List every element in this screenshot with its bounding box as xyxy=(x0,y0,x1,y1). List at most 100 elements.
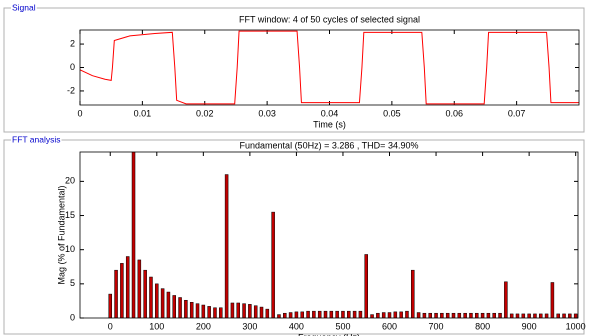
bar xyxy=(399,311,403,318)
bar xyxy=(568,313,572,318)
bar xyxy=(486,312,491,318)
y-tick-label: 5 xyxy=(70,278,75,288)
panel-label: FFT analysis xyxy=(12,134,61,144)
bar xyxy=(213,307,217,318)
bar xyxy=(556,313,560,318)
x-tick-label: 0.03 xyxy=(258,108,276,118)
bar xyxy=(515,313,520,318)
fft-panel xyxy=(3,139,585,335)
bar xyxy=(207,306,211,318)
y-tick-label: 10 xyxy=(65,244,75,254)
bar xyxy=(539,313,543,318)
bar xyxy=(317,310,322,318)
x-tick-label: 600 xyxy=(382,321,397,331)
bar xyxy=(573,313,578,318)
x-tick-label: 900 xyxy=(522,321,537,331)
plot-area xyxy=(80,30,579,105)
bar xyxy=(475,312,479,318)
axes-frame xyxy=(79,151,579,319)
bar xyxy=(498,312,502,318)
signal-line xyxy=(80,30,579,105)
bar xyxy=(300,311,304,318)
bar xyxy=(294,311,299,318)
bar xyxy=(445,312,450,318)
bar xyxy=(492,312,496,318)
bar xyxy=(178,297,182,318)
y-tick-label: 20 xyxy=(65,176,75,186)
bar xyxy=(387,312,392,318)
bar xyxy=(341,310,345,318)
bar xyxy=(434,312,438,318)
x-tick-label: 700 xyxy=(429,321,444,331)
chart-title: Fundamental (50Hz) = 3.286 , THD= 34.90% xyxy=(240,140,419,150)
bar xyxy=(352,310,357,318)
bar xyxy=(509,313,514,318)
y-tick-label: 15 xyxy=(65,210,75,220)
bar xyxy=(259,306,264,318)
bar xyxy=(155,283,159,318)
bar xyxy=(504,281,508,318)
bar xyxy=(125,256,130,318)
bar xyxy=(347,310,351,318)
bar xyxy=(521,313,526,318)
x-tick-label: 0.01 xyxy=(134,108,152,118)
bar xyxy=(242,303,246,318)
bar xyxy=(277,314,281,318)
bar xyxy=(253,305,258,318)
x-tick-label: 400 xyxy=(289,321,304,331)
bar xyxy=(219,307,223,318)
bar xyxy=(370,314,374,318)
x-axis-label: Frequency (Hz) xyxy=(298,332,360,336)
x-tick-label: 500 xyxy=(335,321,350,331)
bar xyxy=(114,269,118,318)
bar xyxy=(480,312,485,318)
bar xyxy=(306,310,310,318)
bar xyxy=(283,312,287,318)
bar xyxy=(393,311,398,318)
bar xyxy=(364,254,368,318)
x-tick-label: 800 xyxy=(475,321,490,331)
bar xyxy=(405,310,409,318)
bar xyxy=(411,269,415,318)
bar xyxy=(108,293,113,318)
bar xyxy=(195,303,200,318)
axes-background xyxy=(80,30,579,105)
x-tick-label: 0 xyxy=(77,108,82,118)
x-tick-label: 100 xyxy=(149,321,164,331)
bar xyxy=(131,152,136,318)
x-tick-label: 0.07 xyxy=(508,108,526,118)
x-axis-label: Time (s) xyxy=(313,119,346,129)
bar xyxy=(184,299,188,318)
x-tick-label: 200 xyxy=(196,321,211,331)
x-tick-label: 0.04 xyxy=(321,108,339,118)
bar xyxy=(428,312,432,318)
bar xyxy=(236,302,240,318)
bar xyxy=(562,313,566,318)
bar xyxy=(166,291,171,318)
bar xyxy=(533,313,537,318)
panel-label: Signal xyxy=(12,2,36,12)
y-tick-label: 0 xyxy=(70,312,75,322)
bar xyxy=(527,313,531,318)
y-tick-label: 2 xyxy=(70,38,75,48)
bar xyxy=(160,288,165,318)
bar xyxy=(550,282,555,318)
chart-title: FFT window: 4 of 50 cycles of selected s… xyxy=(239,14,420,24)
bar xyxy=(172,295,176,318)
bar xyxy=(189,302,194,318)
bar xyxy=(137,259,142,318)
bar xyxy=(224,174,229,318)
bar xyxy=(248,304,252,318)
bar xyxy=(149,276,153,318)
bar xyxy=(120,263,124,318)
axes-background xyxy=(80,152,578,318)
bar xyxy=(312,310,316,318)
bar xyxy=(265,308,270,318)
bar xyxy=(416,312,421,318)
bar xyxy=(323,310,328,318)
bar xyxy=(544,313,549,318)
panel-label-bg xyxy=(11,2,37,13)
bar xyxy=(469,312,473,318)
y-tick-label: -2 xyxy=(67,85,75,95)
x-tick-label: 0.06 xyxy=(445,108,463,118)
